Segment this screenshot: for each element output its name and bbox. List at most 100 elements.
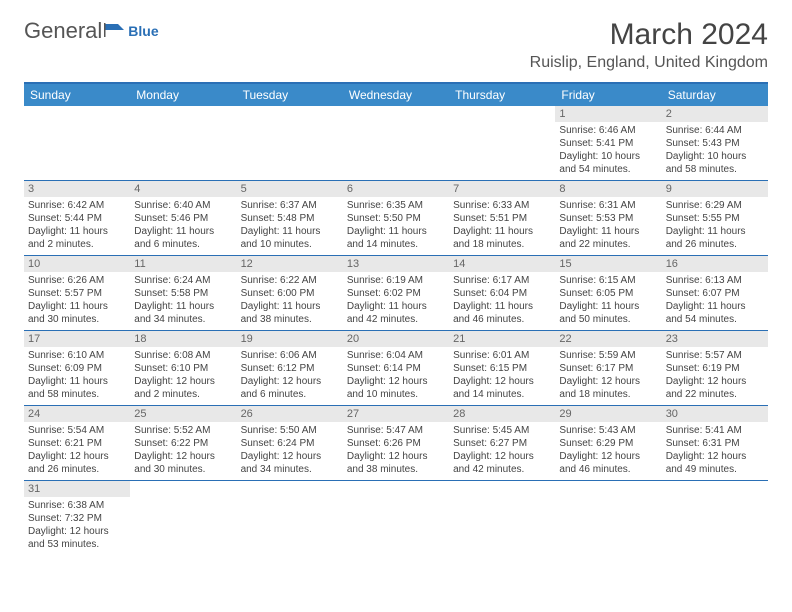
daylight-text: Daylight: 12 hours and 34 minutes.	[241, 450, 339, 476]
sunset-text: Sunset: 5:53 PM	[559, 212, 657, 225]
weekday-header: Thursday	[449, 83, 555, 106]
sunrise-text: Sunrise: 5:47 AM	[347, 424, 445, 437]
daylight-text: Daylight: 11 hours and 58 minutes.	[28, 375, 126, 401]
sunrise-text: Sunrise: 5:57 AM	[666, 349, 764, 362]
sunrise-text: Sunrise: 6:10 AM	[28, 349, 126, 362]
calendar-cell: 29Sunrise: 5:43 AMSunset: 6:29 PMDayligh…	[555, 406, 661, 481]
day-details: Sunrise: 5:45 AMSunset: 6:27 PMDaylight:…	[449, 422, 555, 480]
sunset-text: Sunset: 6:10 PM	[134, 362, 232, 375]
day-details: Sunrise: 6:04 AMSunset: 6:14 PMDaylight:…	[343, 347, 449, 405]
calendar-cell: 12Sunrise: 6:22 AMSunset: 6:00 PMDayligh…	[237, 256, 343, 331]
weekday-header: Tuesday	[237, 83, 343, 106]
calendar-cell: 15Sunrise: 6:15 AMSunset: 6:05 PMDayligh…	[555, 256, 661, 331]
day-number: 22	[555, 331, 661, 347]
daylight-text: Daylight: 11 hours and 18 minutes.	[453, 225, 551, 251]
calendar-cell: 7Sunrise: 6:33 AMSunset: 5:51 PMDaylight…	[449, 181, 555, 256]
day-details: Sunrise: 6:08 AMSunset: 6:10 PMDaylight:…	[130, 347, 236, 405]
sunset-text: Sunset: 6:09 PM	[28, 362, 126, 375]
sunrise-text: Sunrise: 6:35 AM	[347, 199, 445, 212]
sunrise-text: Sunrise: 6:22 AM	[241, 274, 339, 287]
calendar-cell: 1Sunrise: 6:46 AMSunset: 5:41 PMDaylight…	[555, 106, 661, 181]
calendar-cell	[24, 106, 130, 181]
weekday-header-row: Sunday Monday Tuesday Wednesday Thursday…	[24, 83, 768, 106]
sunrise-text: Sunrise: 6:26 AM	[28, 274, 126, 287]
flag-icon	[104, 18, 126, 44]
sunset-text: Sunset: 6:21 PM	[28, 437, 126, 450]
calendar-cell: 28Sunrise: 5:45 AMSunset: 6:27 PMDayligh…	[449, 406, 555, 481]
day-details: Sunrise: 6:22 AMSunset: 6:00 PMDaylight:…	[237, 272, 343, 330]
daylight-text: Daylight: 10 hours and 58 minutes.	[666, 150, 764, 176]
daylight-text: Daylight: 11 hours and 50 minutes.	[559, 300, 657, 326]
day-number: 16	[662, 256, 768, 272]
sunset-text: Sunset: 5:46 PM	[134, 212, 232, 225]
sunrise-text: Sunrise: 6:37 AM	[241, 199, 339, 212]
day-number: 9	[662, 181, 768, 197]
day-number: 20	[343, 331, 449, 347]
sunrise-text: Sunrise: 6:15 AM	[559, 274, 657, 287]
daylight-text: Daylight: 11 hours and 42 minutes.	[347, 300, 445, 326]
day-number: 7	[449, 181, 555, 197]
daylight-text: Daylight: 11 hours and 30 minutes.	[28, 300, 126, 326]
calendar-cell: 25Sunrise: 5:52 AMSunset: 6:22 PMDayligh…	[130, 406, 236, 481]
day-details: Sunrise: 6:38 AMSunset: 7:32 PMDaylight:…	[24, 497, 130, 555]
calendar-cell	[237, 481, 343, 556]
day-details: Sunrise: 6:26 AMSunset: 5:57 PMDaylight:…	[24, 272, 130, 330]
daylight-text: Daylight: 11 hours and 38 minutes.	[241, 300, 339, 326]
sunset-text: Sunset: 6:22 PM	[134, 437, 232, 450]
day-details: Sunrise: 6:46 AMSunset: 5:41 PMDaylight:…	[555, 122, 661, 180]
weekday-header: Monday	[130, 83, 236, 106]
calendar-cell: 26Sunrise: 5:50 AMSunset: 6:24 PMDayligh…	[237, 406, 343, 481]
calendar-cell: 27Sunrise: 5:47 AMSunset: 6:26 PMDayligh…	[343, 406, 449, 481]
sunrise-text: Sunrise: 6:04 AM	[347, 349, 445, 362]
day-number: 30	[662, 406, 768, 422]
sunset-text: Sunset: 6:24 PM	[241, 437, 339, 450]
calendar-cell	[449, 481, 555, 556]
location: Ruislip, England, United Kingdom	[530, 54, 768, 72]
calendar-cell	[449, 106, 555, 181]
sunset-text: Sunset: 5:48 PM	[241, 212, 339, 225]
day-details: Sunrise: 6:13 AMSunset: 6:07 PMDaylight:…	[662, 272, 768, 330]
sunset-text: Sunset: 6:02 PM	[347, 287, 445, 300]
sunrise-text: Sunrise: 5:52 AM	[134, 424, 232, 437]
sunset-text: Sunset: 5:50 PM	[347, 212, 445, 225]
day-details: Sunrise: 6:31 AMSunset: 5:53 PMDaylight:…	[555, 197, 661, 255]
sunrise-text: Sunrise: 6:44 AM	[666, 124, 764, 137]
day-number: 3	[24, 181, 130, 197]
day-details: Sunrise: 5:57 AMSunset: 6:19 PMDaylight:…	[662, 347, 768, 405]
daylight-text: Daylight: 12 hours and 49 minutes.	[666, 450, 764, 476]
day-number: 17	[24, 331, 130, 347]
calendar-cell: 3Sunrise: 6:42 AMSunset: 5:44 PMDaylight…	[24, 181, 130, 256]
sunrise-text: Sunrise: 6:06 AM	[241, 349, 339, 362]
day-details: Sunrise: 5:50 AMSunset: 6:24 PMDaylight:…	[237, 422, 343, 480]
month-title: March 2024	[530, 18, 768, 52]
day-number: 21	[449, 331, 555, 347]
day-details: Sunrise: 5:41 AMSunset: 6:31 PMDaylight:…	[662, 422, 768, 480]
day-number: 18	[130, 331, 236, 347]
sunset-text: Sunset: 6:29 PM	[559, 437, 657, 450]
daylight-text: Daylight: 12 hours and 46 minutes.	[559, 450, 657, 476]
daylight-text: Daylight: 12 hours and 6 minutes.	[241, 375, 339, 401]
sunset-text: Sunset: 6:12 PM	[241, 362, 339, 375]
sunrise-text: Sunrise: 6:24 AM	[134, 274, 232, 287]
calendar-cell: 4Sunrise: 6:40 AMSunset: 5:46 PMDaylight…	[130, 181, 236, 256]
day-details: Sunrise: 6:33 AMSunset: 5:51 PMDaylight:…	[449, 197, 555, 255]
calendar-cell: 8Sunrise: 6:31 AMSunset: 5:53 PMDaylight…	[555, 181, 661, 256]
sunrise-text: Sunrise: 6:40 AM	[134, 199, 232, 212]
daylight-text: Daylight: 12 hours and 30 minutes.	[134, 450, 232, 476]
daylight-text: Daylight: 12 hours and 42 minutes.	[453, 450, 551, 476]
calendar-cell	[130, 106, 236, 181]
calendar-cell: 17 Sunrise: 6:10 AMSunset: 6:09 PMDayligh…	[24, 331, 130, 406]
day-number: 8	[555, 181, 661, 197]
daylight-text: Daylight: 10 hours and 54 minutes.	[559, 150, 657, 176]
daylight-text: Daylight: 12 hours and 22 minutes.	[666, 375, 764, 401]
calendar-row: 1Sunrise: 6:46 AMSunset: 5:41 PMDaylight…	[24, 106, 768, 181]
daylight-text: Daylight: 12 hours and 38 minutes.	[347, 450, 445, 476]
day-details: Sunrise: 6:35 AMSunset: 5:50 PMDaylight:…	[343, 197, 449, 255]
daylight-text: Daylight: 12 hours and 53 minutes.	[28, 525, 126, 551]
daylight-text: Daylight: 11 hours and 2 minutes.	[28, 225, 126, 251]
daylight-text: Daylight: 12 hours and 26 minutes.	[28, 450, 126, 476]
calendar-row: 31Sunrise: 6:38 AMSunset: 7:32 PMDayligh…	[24, 481, 768, 556]
day-details: Sunrise: 5:59 AMSunset: 6:17 PMDaylight:…	[555, 347, 661, 405]
sunrise-text: Sunrise: 6:38 AM	[28, 499, 126, 512]
sunset-text: Sunset: 7:32 PM	[28, 512, 126, 525]
